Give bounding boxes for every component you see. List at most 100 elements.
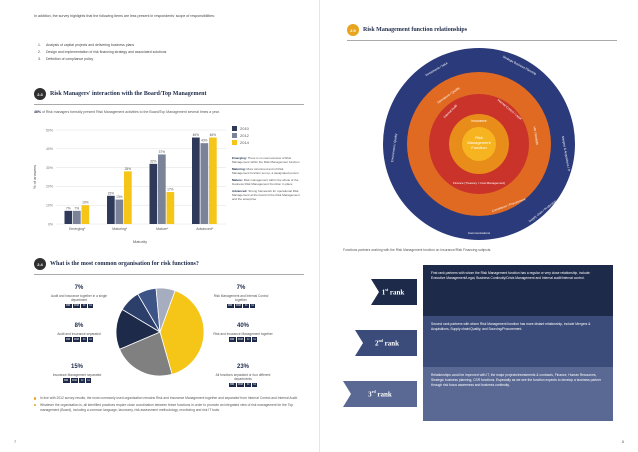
rank-label: 1st rank bbox=[381, 287, 405, 297]
bar bbox=[149, 163, 158, 224]
rank-label: 2nd rank bbox=[374, 338, 400, 348]
section-title: Risk Management function relationships bbox=[363, 27, 468, 33]
pie-slice bbox=[159, 290, 205, 375]
center-label: Function bbox=[471, 145, 486, 150]
definition: Emerging: There is no real overview of R… bbox=[232, 156, 300, 165]
rank-shape bbox=[355, 330, 417, 356]
relationship-diagram: Risk Management Function Insurance Inter… bbox=[383, 48, 575, 240]
outer-ring-label: Environment / Quality bbox=[390, 133, 398, 162]
pie-slice bbox=[119, 331, 173, 377]
rank-row-2: 2nd rank Second rank partners with whom … bbox=[343, 316, 613, 370]
section-2-5-header: 2.5 Risk Management function relationshi… bbox=[347, 24, 467, 36]
inner-ring-label: Finance (Treasury / Cost Management) bbox=[453, 181, 505, 185]
stat-block: 23% All functions separated or four diff… bbox=[208, 364, 278, 388]
section-title: Risk Managers' interaction with the Boar… bbox=[50, 91, 207, 97]
page-number: 7 bbox=[14, 439, 17, 444]
section-2-3-header: 2.3 Risk Managers' interaction with the … bbox=[34, 88, 206, 100]
bar bbox=[209, 137, 217, 224]
rank-description: Second rank partners with whom Risk Mana… bbox=[423, 316, 613, 370]
center-circle bbox=[462, 127, 496, 161]
legend-item: 2012 bbox=[232, 133, 249, 138]
bar-value-label: 10% bbox=[82, 201, 89, 205]
relationships-note: Functions partners working with the Risk… bbox=[343, 248, 492, 252]
bar-value-label: 15% bbox=[108, 191, 115, 195]
center-label: Risk bbox=[475, 135, 483, 140]
rank-shape bbox=[371, 279, 417, 305]
definition: Mature: Risk management within the whole… bbox=[232, 178, 299, 187]
section-badge: 2.4 bbox=[34, 258, 46, 270]
legend-item: 2010 bbox=[232, 126, 249, 131]
divider bbox=[34, 104, 304, 105]
function-tags: RM RIM IC IA bbox=[226, 303, 256, 309]
stat-block: 7% Risk Management and Internal Control … bbox=[208, 285, 274, 309]
outer-ring-label: Mergers & Acquisitions / IT bbox=[561, 136, 571, 172]
rank-row-3: 3rd rank Relationships could be improved… bbox=[343, 367, 613, 421]
left-page: In addition, the survey highlights that … bbox=[0, 0, 319, 452]
rank-description: First rank partners with whom the Risk M… bbox=[423, 265, 613, 319]
stat-block: 15% Insurance Management separated RM RIM… bbox=[44, 364, 110, 383]
bar-value-label: 46% bbox=[210, 133, 217, 137]
x-tick-label: Mature* bbox=[156, 227, 169, 231]
y-axis-label: % of answers bbox=[32, 165, 37, 189]
function-tags: RM RIM IC IA bbox=[228, 382, 258, 388]
list-item: 2. Design and implementation of risk fina… bbox=[38, 50, 167, 55]
definition: Advanced: Strong framework for operation… bbox=[232, 189, 300, 202]
bar bbox=[124, 171, 132, 224]
stat-block: 40% Risk and Insurance Management togeth… bbox=[213, 323, 273, 342]
rank-description: Relationships could be improved with IT,… bbox=[423, 367, 613, 421]
bullet-list: In line with 2012 survey results, the mo… bbox=[34, 396, 304, 414]
bar-value-label: 43% bbox=[201, 139, 208, 143]
legend-item: 2014 bbox=[232, 140, 249, 145]
definition: Maturing: More structured and of Risk Ma… bbox=[232, 167, 299, 176]
bar-value-label: 32% bbox=[150, 159, 157, 163]
list-item: Whatever the organisation is, all identi… bbox=[34, 403, 304, 413]
page-number: 8 bbox=[621, 439, 624, 444]
rank-row-1: 1st rank First rank partners with whom t… bbox=[343, 265, 613, 319]
x-tick-label: Emerging* bbox=[69, 227, 86, 231]
chart-legend: 2010 2012 2014 bbox=[232, 126, 249, 147]
bar bbox=[81, 205, 90, 224]
function-tags: RM RIM IC IA bbox=[62, 378, 92, 383]
bar-chart: 0%10%20%30%40%50% 7% 7%10%Emerging*15%13%… bbox=[32, 128, 226, 244]
list-item: 1. Analysis of capital projects and deliv… bbox=[38, 43, 135, 47]
middle-ring-label: HR / Strategic bbox=[532, 126, 539, 146]
bar-value-label: 37% bbox=[159, 150, 166, 154]
bar-value-label: 13% bbox=[116, 195, 123, 199]
bar-value-label: 46% bbox=[193, 133, 200, 137]
list-item: In line with 2012 survey results, the mo… bbox=[34, 396, 304, 401]
section-badge: 2.3 bbox=[34, 88, 46, 100]
bar bbox=[73, 210, 81, 224]
pie-chart bbox=[115, 287, 205, 377]
divider bbox=[34, 274, 304, 275]
y-tick-label: 40% bbox=[46, 147, 53, 151]
x-axis-label: Maturity bbox=[133, 239, 147, 244]
x-tick-label: Advanced* bbox=[196, 227, 214, 231]
y-tick-label: 10% bbox=[46, 204, 53, 208]
bar bbox=[200, 143, 209, 224]
outer-ring-label: Communications bbox=[468, 231, 491, 235]
bar-value-label: 17% bbox=[167, 188, 174, 192]
bar bbox=[107, 195, 115, 224]
bar-value-label: 7% bbox=[66, 206, 71, 210]
function-tags: RM RIM IC IA bbox=[64, 337, 94, 342]
pie-slice bbox=[155, 287, 176, 333]
y-tick-label: 30% bbox=[46, 166, 53, 170]
section-badge: 2.5 bbox=[347, 24, 359, 36]
section-note: 46% of Risk managers formally present Ri… bbox=[34, 110, 220, 114]
bar bbox=[158, 154, 166, 224]
rank-shape bbox=[343, 381, 417, 407]
function-tags: RM RIM IC IA bbox=[228, 337, 258, 342]
bar bbox=[166, 192, 175, 224]
bar bbox=[115, 199, 124, 224]
list-item: 3. Definition of compliance policy bbox=[38, 57, 94, 62]
center-label: Management bbox=[467, 140, 491, 145]
y-tick-label: 50% bbox=[46, 128, 53, 132]
bar bbox=[64, 210, 73, 224]
core-label: Insurance bbox=[471, 119, 486, 123]
section-2-4-header: 2.4 What is the most common organisation… bbox=[34, 258, 199, 270]
intro-text: In addition, the survey highlights that … bbox=[34, 14, 215, 18]
bar-value-label: 28% bbox=[125, 167, 132, 171]
stat-block: 8% Audit and Insurance separated RM RIM IC… bbox=[48, 323, 110, 342]
intro-list: 1. Analysis of capital projects and deliv… bbox=[38, 43, 298, 65]
stat-block: 7% Audit and Insurance together in a sin… bbox=[48, 285, 110, 309]
